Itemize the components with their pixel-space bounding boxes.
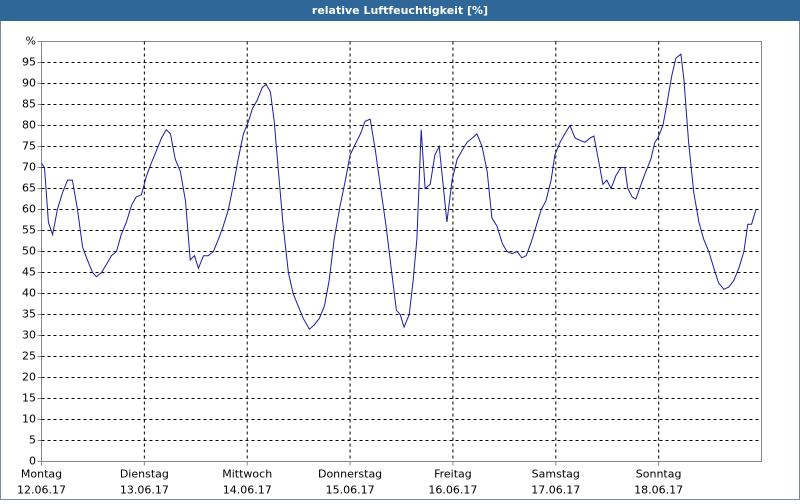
x-tick-date: 12.06.17 <box>17 484 66 497</box>
x-tick-label: Samstag <box>532 468 580 481</box>
x-tick-label: Donnerstag <box>318 468 382 481</box>
y-tick-label: 45 <box>22 266 36 279</box>
x-tick-date: 16.06.17 <box>428 484 477 497</box>
y-tick-label: 5 <box>29 434 36 447</box>
x-tick-label: Dienstag <box>120 468 169 481</box>
y-tick-label: 75 <box>22 140 36 153</box>
y-tick-label: 40 <box>22 287 36 300</box>
y-tick-label: 85 <box>22 98 36 111</box>
x-tick-label: Sonntag <box>636 468 682 481</box>
x-tick-date: 14.06.17 <box>223 484 272 497</box>
y-tick-label: 30 <box>22 329 36 342</box>
y-tick-label: 55 <box>22 224 36 237</box>
y-tick-label: % <box>26 35 36 48</box>
y-tick-label: 0 <box>29 455 36 468</box>
y-tick-label: 35 <box>22 308 36 321</box>
x-tick-date: 18.06.17 <box>634 484 683 497</box>
y-tick-label: 70 <box>22 161 36 174</box>
chart-title: relative Luftfeuchtigkeit [%] <box>312 4 488 17</box>
data-line <box>41 53 757 330</box>
y-tick-label: 50 <box>22 245 36 258</box>
y-tick-label: 15 <box>22 392 36 405</box>
y-tick-label: 90 <box>22 77 36 90</box>
y-tick-label: 65 <box>22 182 36 195</box>
y-tick-label: 25 <box>22 350 36 363</box>
x-tick-date: 13.06.17 <box>120 484 169 497</box>
y-tick-label: 95 <box>22 56 36 69</box>
y-tick-label: 10 <box>22 413 36 426</box>
x-tick-label: Mittwoch <box>222 468 272 481</box>
header-bar <box>0 0 800 21</box>
y-tick-label: 20 <box>22 371 36 384</box>
x-tick-date: 15.06.17 <box>326 484 375 497</box>
y-tick-label: 80 <box>22 119 36 132</box>
x-tick-label: Freitag <box>434 468 472 481</box>
x-tick-date: 17.06.17 <box>531 484 580 497</box>
y-tick-label: 60 <box>22 203 36 216</box>
x-tick-label: Montag <box>21 468 62 481</box>
